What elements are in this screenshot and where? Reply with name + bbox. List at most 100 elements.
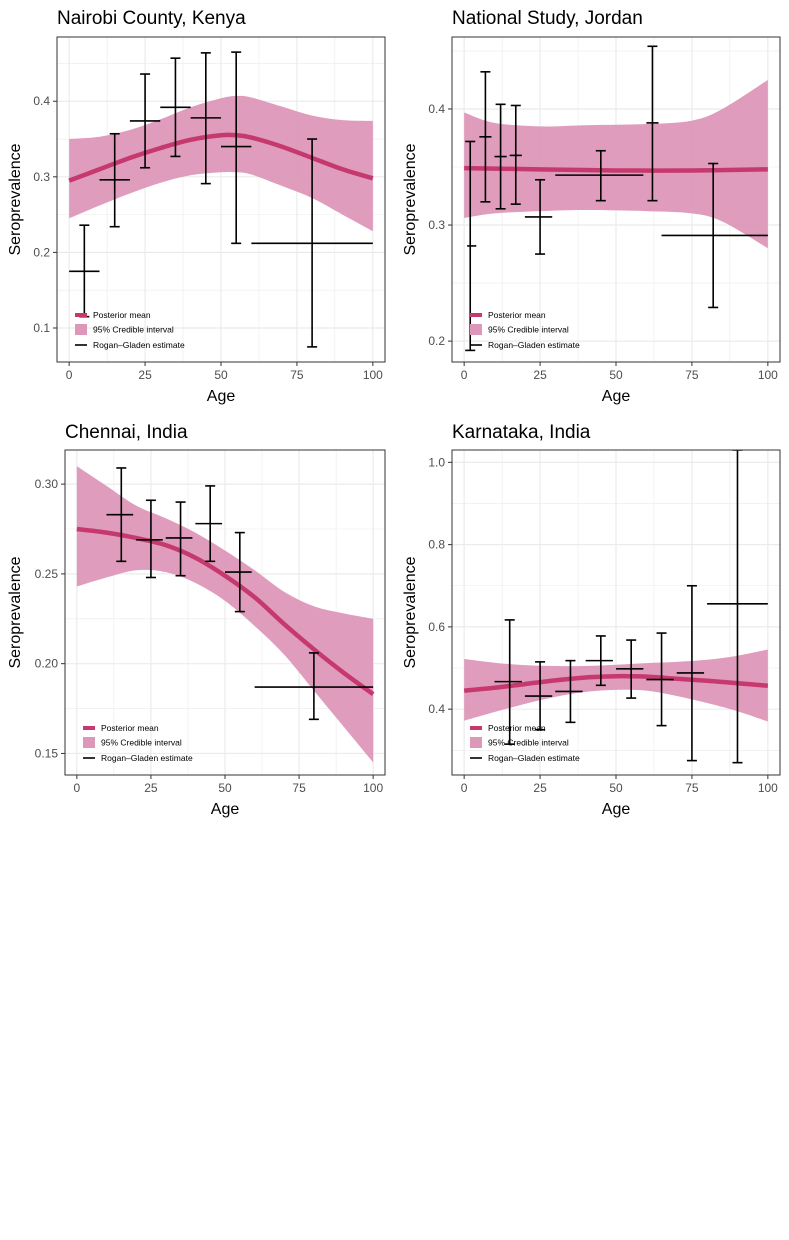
- y-tick-label: 0.2: [33, 245, 50, 259]
- x-tick-label: 0: [461, 368, 468, 382]
- estimate-4: [195, 485, 223, 563]
- y-tick-label: 0.1: [33, 321, 50, 335]
- x-axis-title: Age: [211, 801, 240, 818]
- legend-label-mean: Posterior mean: [101, 723, 159, 733]
- x-tick-label: 25: [144, 781, 158, 795]
- legend-label-estimate: Rogan–Gladen estimate: [93, 340, 185, 350]
- panel-2: 0 25 50 75 100 0.2 0.3 0.4 National Study, Jorda…: [402, 8, 781, 405]
- legend: Posterior mean 95% Credible interval Rogan…: [470, 310, 580, 350]
- x-tick-label: 50: [218, 781, 232, 795]
- estimate-2: [524, 661, 553, 731]
- legend-label-ci: 95% Credible interval: [101, 738, 182, 748]
- panel-title: Chennai, India: [65, 422, 188, 443]
- legend-label-mean: Posterior mean: [488, 723, 546, 733]
- panel-1: 0 25 50 75 100 0.1 0.2 0.3 0.4 Nairobi County, Ke…: [7, 8, 386, 405]
- estimate-5: [225, 531, 252, 613]
- panel-title: Karnataka, India: [452, 422, 591, 443]
- estimate-5: [524, 178, 553, 255]
- estimate-7: [646, 45, 659, 202]
- estimate-6: [646, 632, 674, 727]
- estimate-7: [251, 138, 373, 348]
- x-tick-label: 75: [685, 781, 699, 795]
- x-tick-label: 50: [609, 368, 623, 382]
- y-tick-label: 0.2: [428, 334, 445, 348]
- plot-area: [68, 51, 374, 348]
- legend-label-ci: 95% Credible interval: [488, 325, 569, 335]
- legend-label-estimate: Rogan–Gladen estimate: [488, 340, 580, 350]
- y-tick-label: 0.15: [35, 746, 59, 760]
- x-axis-title: Age: [207, 388, 236, 405]
- legend-label-ci: 95% Credible interval: [93, 325, 174, 335]
- panel-title: National Study, Jordan: [452, 8, 643, 29]
- x-axis-title: Age: [602, 801, 631, 818]
- x-tick-label: 100: [363, 781, 383, 795]
- x-tick-label: 50: [609, 781, 623, 795]
- y-axis-title: Seroprevalence: [402, 556, 419, 668]
- legend-label-mean: Posterior mean: [488, 310, 546, 320]
- y-axis-title: Seroprevalence: [7, 143, 24, 255]
- y-axis-title: Seroprevalence: [7, 556, 24, 668]
- y-tick-label: 1.0: [428, 455, 445, 469]
- estimate-2: [136, 499, 163, 579]
- estimate-2: [479, 71, 492, 203]
- estimate-6: [221, 51, 252, 245]
- y-tick-label: 0.8: [428, 538, 445, 552]
- legend-key-ci: [470, 324, 482, 335]
- legend-label-estimate: Rogan–Gladen estimate: [488, 753, 580, 763]
- y-tick-label: 0.30: [35, 477, 59, 491]
- estimate-3: [555, 659, 583, 724]
- posterior-mean-line: [68, 132, 374, 183]
- x-tick-label: 25: [533, 368, 547, 382]
- x-tick-label: 0: [66, 368, 73, 382]
- x-tick-label: 100: [758, 781, 778, 795]
- legend: Posterior mean 95% Credible interval Rogan…: [75, 310, 185, 350]
- y-tick-label: 0.3: [428, 218, 445, 232]
- estimate-6: [254, 652, 374, 721]
- legend: Posterior mean 95% Credible interval Rogan…: [83, 723, 193, 763]
- legend-key-ci: [83, 737, 95, 748]
- x-tick-label: 100: [758, 368, 778, 382]
- estimate-2: [99, 132, 130, 228]
- x-tick-label: 0: [461, 781, 468, 795]
- y-tick-label: 0.4: [33, 94, 50, 108]
- estimate-4: [160, 57, 191, 158]
- y-tick-label: 0.6: [428, 620, 445, 634]
- estimate-1: [494, 619, 522, 745]
- y-tick-label: 0.4: [428, 102, 445, 116]
- legend-label-ci: 95% Credible interval: [488, 738, 569, 748]
- plot-area: [463, 450, 769, 764]
- posterior-mean-line: [76, 526, 375, 697]
- x-tick-label: 25: [138, 368, 152, 382]
- estimate-5: [616, 639, 644, 699]
- legend-label-mean: Posterior mean: [93, 310, 151, 320]
- legend: Posterior mean 95% Credible interval Rogan…: [470, 723, 580, 763]
- estimate-6: [555, 149, 644, 202]
- plot-area: [76, 466, 375, 763]
- estimate-3: [494, 103, 507, 210]
- estimate-5: [190, 52, 221, 185]
- panel-title: Nairobi County, Kenya: [57, 8, 246, 29]
- posterior-mean-line: [464, 165, 768, 173]
- estimate-4: [509, 104, 522, 205]
- x-tick-label: 75: [292, 781, 306, 795]
- y-tick-label: 0.25: [35, 567, 59, 581]
- estimate-7: [676, 584, 705, 762]
- estimate-3: [129, 73, 161, 169]
- legend-key-ci: [470, 737, 482, 748]
- estimate-8: [661, 162, 768, 309]
- estimate-8: [707, 450, 768, 764]
- x-tick-label: 75: [290, 368, 304, 382]
- x-tick-label: 100: [363, 368, 383, 382]
- y-axis-title: Seroprevalence: [402, 143, 419, 255]
- y-tick-label: 0.20: [35, 657, 59, 671]
- legend-key-ci: [75, 324, 87, 335]
- x-tick-label: 25: [533, 781, 547, 795]
- posterior-mean-line: [463, 673, 769, 693]
- estimate-3: [165, 501, 193, 577]
- y-tick-label: 0.3: [33, 170, 50, 184]
- estimate-1: [106, 467, 134, 563]
- y-tick-label: 0.4: [428, 702, 445, 716]
- legend-label-estimate: Rogan–Gladen estimate: [101, 753, 193, 763]
- estimate-4: [585, 635, 613, 687]
